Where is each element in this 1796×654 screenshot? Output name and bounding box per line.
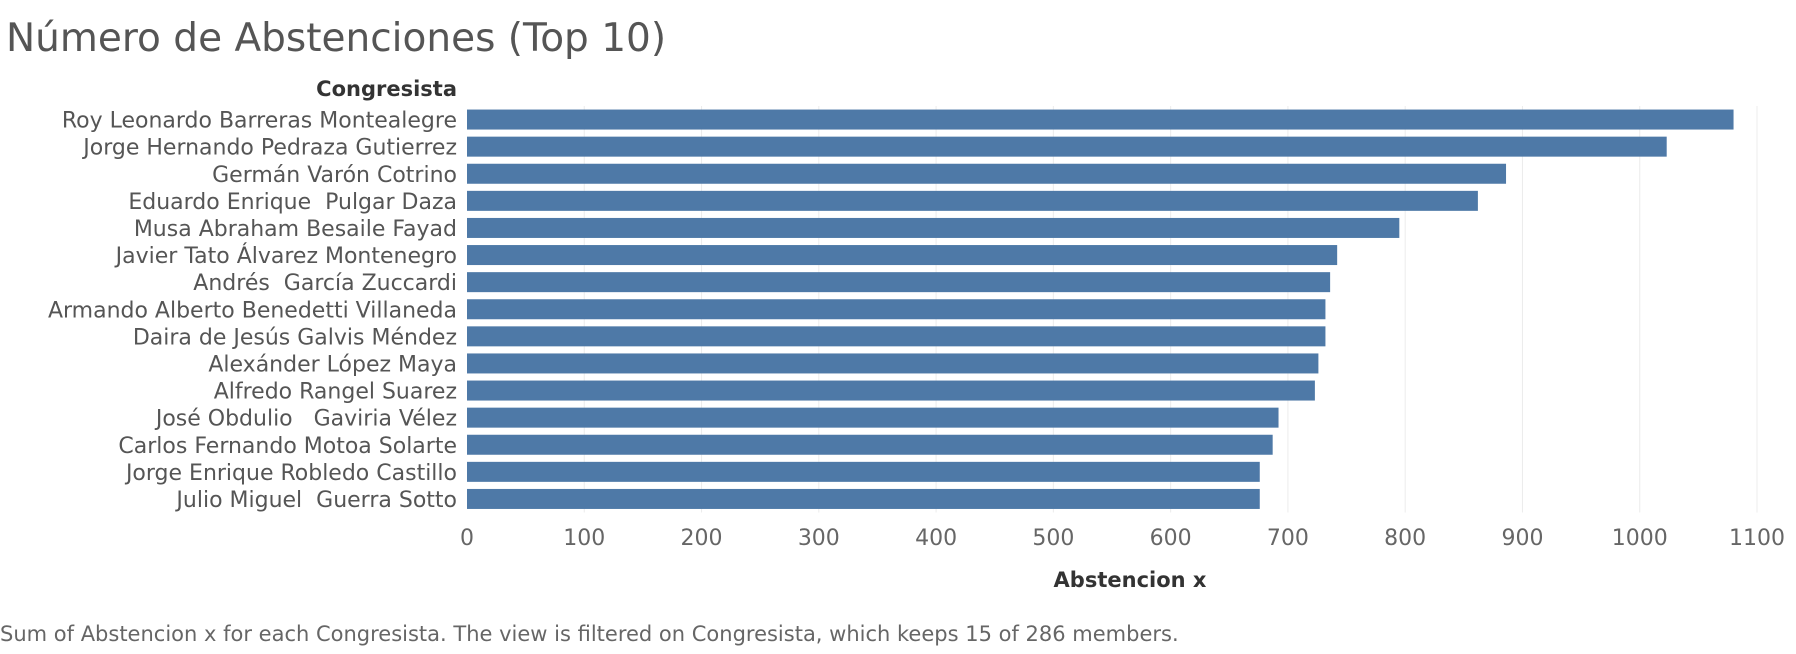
- bar[interactable]: [467, 434, 1273, 455]
- x-tick-label: 700: [1267, 526, 1309, 551]
- chart-title: Número de Abstenciones (Top 10): [6, 16, 666, 61]
- category-label: Andrés García Zuccardi: [193, 271, 457, 296]
- x-tick-label: 500: [1032, 526, 1074, 551]
- category-label: Julio Miguel Guerra Sotto: [174, 488, 457, 513]
- category-label: Eduardo Enrique Pulgar Daza: [128, 190, 457, 215]
- category-label: Jorge Enrique Robledo Castillo: [124, 461, 457, 486]
- x-tick-label: 100: [563, 526, 605, 551]
- bar[interactable]: [467, 217, 1400, 238]
- bar[interactable]: [467, 353, 1319, 374]
- x-tick-label: 800: [1384, 526, 1426, 551]
- dimension-header: Congresista: [316, 77, 457, 101]
- bars: [467, 109, 1734, 509]
- category-label: Jorge Hernando Pedraza Gutierrez: [81, 136, 457, 161]
- bar[interactable]: [467, 326, 1326, 347]
- bar[interactable]: [467, 163, 1507, 184]
- bar[interactable]: [467, 190, 1478, 211]
- bar[interactable]: [467, 461, 1260, 482]
- category-label: Germán Varón Cotrino: [212, 163, 457, 188]
- bar[interactable]: [467, 380, 1315, 401]
- bar[interactable]: [467, 109, 1734, 130]
- x-tick-label: 300: [798, 526, 840, 551]
- category-label: Javier Tato Álvarez Montenegro: [114, 243, 457, 269]
- category-label: Alfredo Rangel Suarez: [214, 380, 457, 405]
- x-tick-label: 1100: [1729, 526, 1785, 551]
- x-tick-label: 600: [1150, 526, 1192, 551]
- bar[interactable]: [467, 299, 1326, 320]
- x-tick-label: 0: [460, 526, 474, 551]
- category-label: Daira de Jesús Galvis Méndez: [133, 325, 457, 350]
- category-label: José Obdulio Gaviria Vélez: [154, 407, 457, 432]
- bar[interactable]: [467, 245, 1338, 266]
- x-axis-title: Abstencion x: [1054, 568, 1207, 592]
- chart-caption: Sum of Abstencion x for each Congresista…: [0, 622, 1179, 646]
- bar[interactable]: [467, 272, 1331, 293]
- bar[interactable]: [467, 136, 1667, 157]
- category-label: Roy Leonardo Barreras Montealegre: [62, 109, 457, 134]
- bar[interactable]: [467, 407, 1279, 428]
- category-label: Musa Abraham Besaile Fayad: [134, 217, 457, 242]
- bar[interactable]: [467, 488, 1260, 509]
- category-label: Alexánder López Maya: [208, 352, 457, 377]
- x-tick-label: 1000: [1612, 526, 1668, 551]
- category-label: Armando Alberto Benedetti Villaneda: [48, 298, 457, 323]
- x-tick-label: 200: [681, 526, 723, 551]
- x-axis-ticks: 0 100 200 300 400 500 600 700 800 900 1000 1100: [460, 526, 1785, 551]
- x-tick-label: 400: [915, 526, 957, 551]
- x-tick-label: 900: [1501, 526, 1543, 551]
- category-label: Carlos Fernando Motoa Solarte: [118, 434, 457, 459]
